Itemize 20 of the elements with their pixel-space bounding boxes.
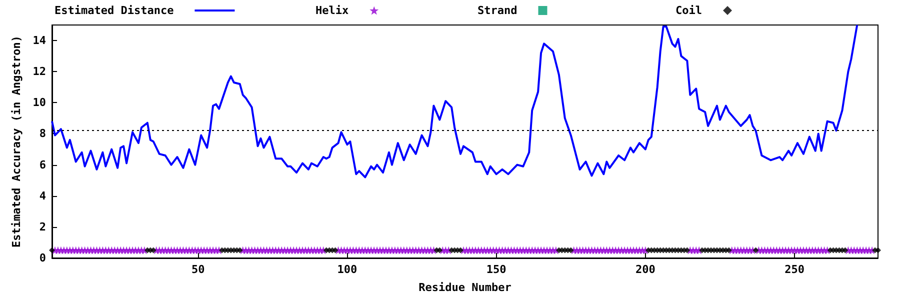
legend-label: Coil	[675, 4, 702, 17]
x-tick-label: 250	[784, 263, 804, 276]
x-tick-label: 200	[635, 263, 656, 276]
legend-label: Strand	[477, 4, 518, 17]
x-tick-label: 100	[337, 263, 358, 276]
y-tick-label: 2	[39, 220, 46, 234]
y-tick-label: 12	[32, 65, 46, 78]
x-tick-label: 50	[191, 263, 205, 276]
x-axis-title: Residue Number	[418, 281, 512, 294]
y-tick-label: 10	[32, 96, 46, 110]
y-tick-label: 14	[32, 34, 46, 48]
y-tick-label: 8	[39, 127, 46, 140]
y-tick-label: 0	[39, 252, 46, 264]
line-series	[51, 24, 858, 178]
legend-label: Estimated Distance	[54, 4, 174, 17]
y-axis-title: Estimated Accuracy (in Angstron)	[10, 36, 23, 248]
x-tick-label: 150	[486, 263, 506, 276]
legend-label: Helix	[315, 4, 349, 17]
y-tick-label: 4	[39, 189, 46, 202]
y-tick-label: 6	[39, 158, 46, 172]
